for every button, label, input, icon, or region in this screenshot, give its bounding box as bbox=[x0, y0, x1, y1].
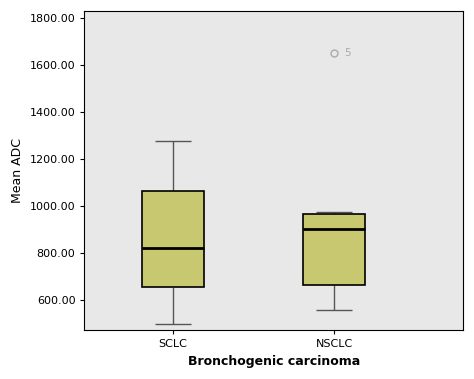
Text: 5: 5 bbox=[344, 49, 350, 58]
Bar bbox=[142, 191, 204, 287]
Y-axis label: Mean ADC: Mean ADC bbox=[11, 138, 24, 203]
X-axis label: Bronchogenic carcinoma: Bronchogenic carcinoma bbox=[188, 355, 360, 368]
Bar bbox=[303, 214, 365, 285]
